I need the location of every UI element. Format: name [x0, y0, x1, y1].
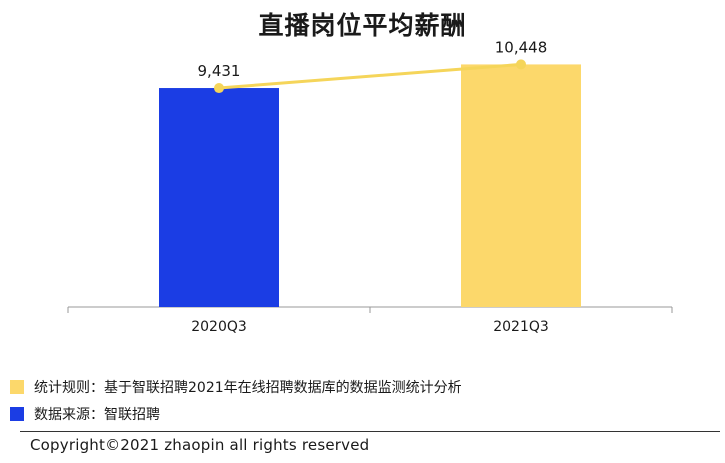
data-label: 10,448 — [495, 38, 548, 56]
footer-divider — [20, 431, 720, 432]
legend-text-source: 数据来源：智联招聘 — [34, 407, 160, 423]
legend-text-rule: 统计规则：基于智联招聘2021年在线招聘数据库的数据监测统计分析 — [34, 380, 462, 396]
legend-item-rule: 统计规则：基于智联招聘2021年在线招聘数据库的数据监测统计分析 — [10, 377, 462, 397]
data-label: 9,431 — [198, 62, 241, 80]
trend-point — [214, 83, 224, 94]
legend-item-source: 数据来源：智联招聘 — [10, 404, 160, 424]
x-tick-label: 2021Q3 — [493, 319, 549, 335]
chart-title: 直播岗位平均薪酬 — [258, 11, 467, 40]
trend-line — [218, 62, 522, 90]
bar-chart: 2020Q3 2021Q3 9,431 10,448 — [67, 38, 673, 335]
copyright-text: Copyright©2021 zhaopin all rights reserv… — [30, 436, 370, 454]
legend-swatch-blue — [10, 407, 24, 421]
x-tick-label: 2020Q3 — [191, 319, 247, 335]
legend-swatch-yellow — [10, 380, 24, 394]
trend-point — [516, 59, 526, 70]
bar-2021Q3 — [461, 64, 581, 307]
bar-2020Q3 — [159, 88, 279, 308]
